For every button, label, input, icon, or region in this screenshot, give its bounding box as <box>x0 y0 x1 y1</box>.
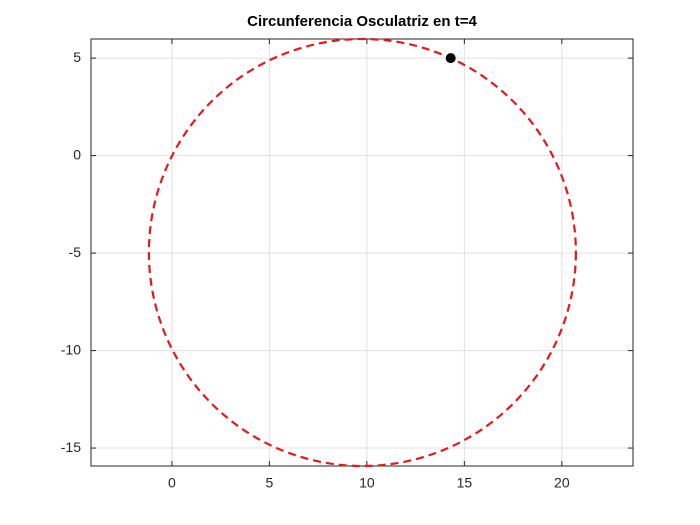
x-tick-label: 15 <box>457 475 473 491</box>
y-tick-label: -10 <box>61 341 81 357</box>
chart-title: Circunferencia Osculatriz en t=4 <box>247 13 477 30</box>
osculating-circle <box>147 37 577 468</box>
x-tick-label: 10 <box>359 475 375 491</box>
plot-area <box>91 39 633 466</box>
x-tick-label: 0 <box>168 475 176 491</box>
y-tick-label: -5 <box>69 244 82 260</box>
y-tick-label: 0 <box>73 146 81 162</box>
y-tick-label: -15 <box>61 439 81 455</box>
curve-point <box>445 53 456 64</box>
x-tick-label: 20 <box>554 475 570 491</box>
x-tick-label: 5 <box>265 475 273 491</box>
y-tick-label: 5 <box>73 49 81 65</box>
